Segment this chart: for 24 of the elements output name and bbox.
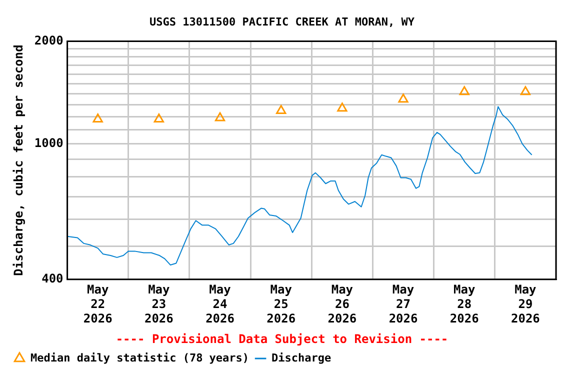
point (459, 86, 470, 96)
chart-title: USGS 13011500 PACIFIC CREEK AT MORAN, WY (150, 15, 415, 28)
point (337, 102, 348, 112)
y-tick-label: 400 (42, 272, 64, 286)
point (214, 112, 226, 122)
point (520, 86, 531, 96)
text: ---- Provisional Data Subject to Revision ---- (116, 332, 448, 346)
x-tick-label: May 27 2026 (388, 282, 418, 326)
point (276, 105, 286, 114)
x-tick-label: May 25 2026 (266, 282, 296, 326)
point (154, 114, 164, 123)
x-tick-label: May 26 2026 (328, 282, 357, 326)
legend-label: Median daily statistic (78 years) (30, 351, 250, 364)
x-tick-label: May 24 2026 (206, 282, 234, 326)
y-tick-label: 2000 (34, 33, 64, 48)
x-tick-label: May 28 2026 (450, 282, 479, 326)
x-tick-label: May 22 2026 (83, 282, 112, 326)
point (92, 114, 103, 123)
legend-label: Discharge (272, 351, 332, 364)
y-tick-label: 1000 (34, 136, 64, 150)
point (398, 94, 408, 103)
x-tick-label: May 29 2026 (511, 282, 540, 326)
x-tick-label: May 23 2026 (144, 282, 174, 326)
y-axis-title: Discharge, cubic feet per second (11, 44, 26, 276)
